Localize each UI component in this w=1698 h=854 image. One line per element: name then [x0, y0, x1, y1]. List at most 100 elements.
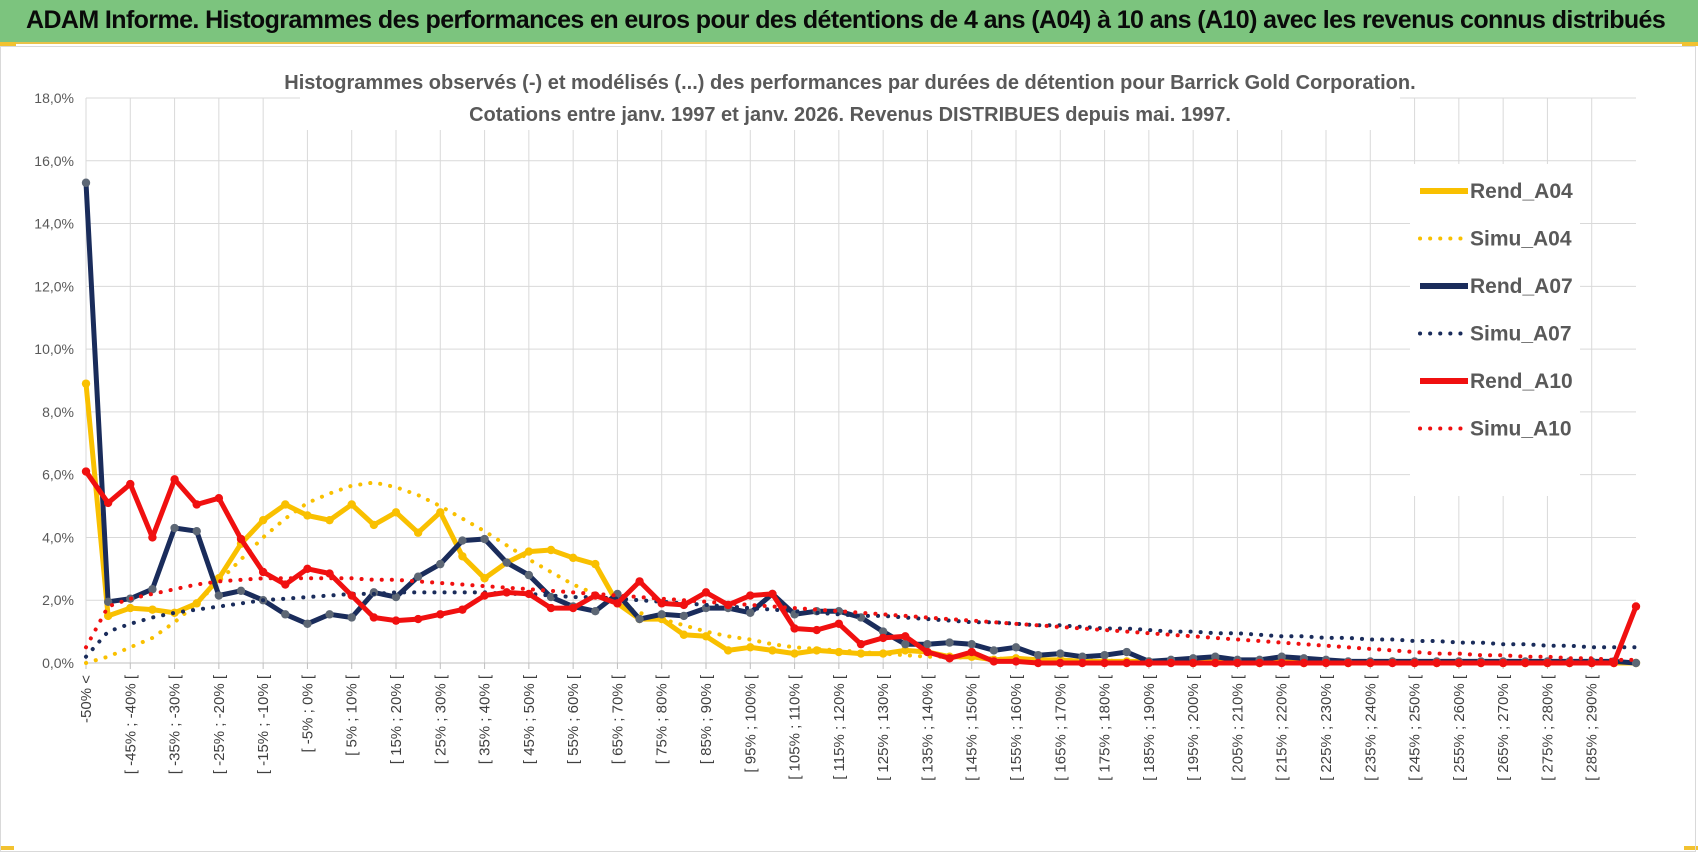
x-tick-label: [ -45% ; -40% [	[122, 674, 139, 774]
data-point	[635, 577, 644, 586]
title-backdrop	[300, 60, 1400, 130]
x-tick-label: [ 155% ; 160% [	[1008, 674, 1025, 781]
x-tick-label: [ 255% ; 260% [	[1451, 674, 1468, 781]
x-tick-label: [ 145% ; 150% [	[964, 674, 981, 781]
legend-label: Rend_A10	[1470, 370, 1573, 393]
data-point	[458, 605, 467, 614]
data-point	[1277, 658, 1286, 668]
data-point	[1476, 658, 1486, 668]
data-point	[746, 591, 755, 600]
data-point	[1410, 658, 1419, 668]
report-banner: ADAM Informe. Histogrammes des performan…	[0, 0, 1698, 44]
y-tick-label: 16,0%	[34, 153, 74, 169]
data-point	[1211, 652, 1220, 661]
series-layer	[81, 178, 1641, 668]
data-point	[1033, 650, 1043, 660]
series-Rend_A07	[81, 178, 1641, 668]
x-tick-label: [ 25% ; 30% [	[432, 674, 449, 764]
data-point	[148, 585, 157, 594]
data-point	[369, 613, 379, 622]
data-point	[1521, 658, 1530, 668]
x-tick-label: [ 105% ; 110% [	[787, 674, 804, 780]
data-point	[613, 599, 622, 608]
data-point	[214, 494, 224, 503]
x-tick-label: [ 45% ; 50% [	[521, 674, 538, 764]
chart-title: Histogrammes observés (-) et modélisés (…	[284, 72, 1415, 94]
legend-entry: Simu_A07	[1418, 323, 1572, 346]
data-point	[635, 614, 644, 624]
data-point	[126, 479, 135, 489]
data-point	[1543, 658, 1552, 668]
x-tick-label: [ 15% ; 20% [	[388, 674, 405, 764]
data-point	[546, 603, 556, 613]
x-tick-label: [ 75% ; 80% [	[654, 674, 671, 764]
data-point	[347, 591, 356, 600]
data-point	[568, 553, 578, 563]
corner-mark	[0, 42, 16, 46]
y-tick-label: 2,0%	[42, 592, 74, 608]
data-point	[657, 599, 666, 608]
data-point	[923, 647, 932, 657]
line-chart: 0,0% 2,0% 4,0% 6,0% 8,0% 10,0% 12,0% 14,0% 16,0%…	[34, 60, 1641, 781]
y-tick-label: 0,0%	[42, 655, 74, 671]
data-point	[1432, 658, 1441, 668]
series-line	[84, 590, 1638, 659]
data-point	[679, 600, 689, 610]
legend-label: Simu_A10	[1470, 418, 1572, 441]
corner-mark	[0, 846, 14, 850]
data-point	[1100, 658, 1109, 668]
data-point	[878, 649, 888, 658]
x-tick-label: [ 115% ; 120% [	[831, 674, 848, 780]
data-point	[524, 589, 534, 599]
data-point	[945, 638, 954, 647]
legend-label: Rend_A04	[1470, 180, 1573, 203]
x-tick-label: [ 135% ; 140% [	[919, 674, 936, 781]
x-tick-label: [ 185% ; 190% [	[1141, 674, 1158, 781]
data-point	[148, 533, 157, 542]
data-point	[568, 603, 578, 613]
data-point	[1233, 658, 1242, 668]
data-point	[81, 379, 91, 388]
data-point	[303, 619, 312, 628]
data-point	[1277, 652, 1286, 661]
x-tick-label: [ 225% ; 230% [	[1318, 674, 1335, 781]
data-point	[258, 567, 268, 577]
data-point	[325, 515, 334, 525]
data-point	[436, 610, 445, 619]
data-point	[901, 632, 910, 641]
series-Rend_A04	[81, 379, 1641, 668]
data-point	[1631, 602, 1641, 611]
x-tick-label: [ 175% ; 180% [	[1097, 674, 1114, 781]
legend-label: Simu_A07	[1470, 323, 1572, 346]
data-point	[768, 589, 777, 599]
data-point	[148, 605, 157, 614]
corner-mark	[1684, 846, 1698, 850]
series-Simu_A10	[84, 576, 1638, 662]
data-point	[856, 639, 866, 649]
x-tick-label: [ 285% ; 290% [	[1584, 674, 1601, 781]
legend-label: Rend_A07	[1470, 275, 1573, 298]
data-point	[878, 633, 888, 643]
data-point	[81, 178, 91, 187]
corner-mark	[1682, 42, 1698, 46]
x-tick-label: [ 165% ; 170% [	[1052, 674, 1069, 781]
data-point	[1056, 649, 1065, 658]
data-point	[1565, 658, 1574, 668]
x-tick-label: [ 95% ; 100% [	[742, 674, 759, 772]
data-point	[214, 591, 224, 600]
data-point	[1011, 657, 1021, 666]
series-line	[84, 480, 1638, 665]
axis-layer: 0,0% 2,0% 4,0% 6,0% 8,0% 10,0% 12,0% 14,0% 16,0%…	[34, 90, 1636, 781]
data-point	[281, 580, 290, 589]
data-point	[192, 500, 201, 509]
data-point	[790, 649, 799, 658]
data-point	[413, 614, 423, 624]
data-point	[1587, 658, 1596, 668]
data-point	[746, 643, 755, 652]
data-point	[480, 591, 489, 600]
x-tick-label: [ 5% ; 10% [	[344, 674, 361, 756]
data-point	[1144, 658, 1154, 668]
data-point	[391, 616, 401, 625]
x-tick-label: -50% <	[78, 675, 95, 723]
data-point	[303, 564, 312, 574]
